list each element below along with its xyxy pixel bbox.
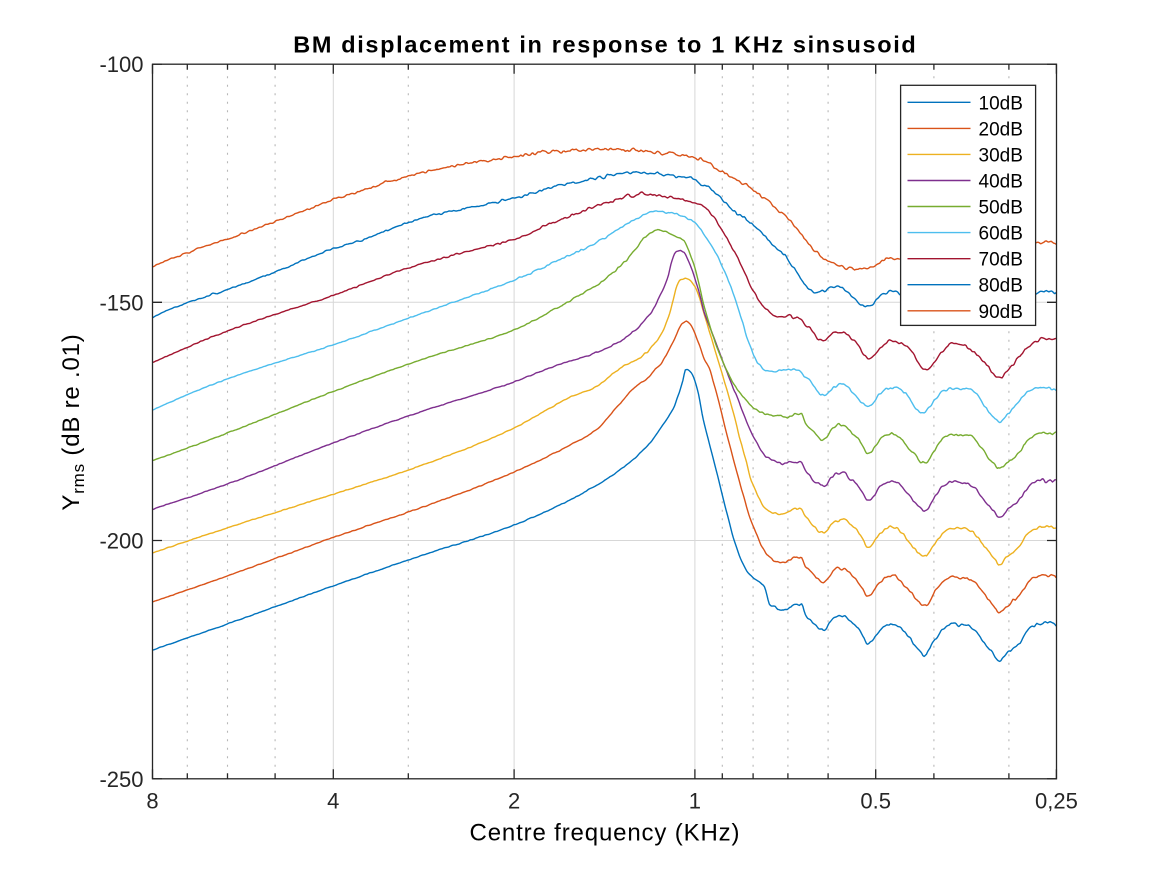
svg-text:BM displacement in response to: BM displacement in response to 1 KHz sin… [293, 32, 916, 58]
svg-text:30dB: 30dB [979, 145, 1023, 166]
svg-text:10dB: 10dB [979, 93, 1023, 114]
svg-text:Yrms (dB re .01): Yrms (dB re .01) [58, 333, 88, 510]
svg-text:50dB: 50dB [979, 198, 1023, 219]
svg-text:70dB: 70dB [979, 250, 1023, 271]
svg-text:80dB: 80dB [979, 276, 1023, 297]
svg-text:4: 4 [327, 789, 339, 814]
svg-text:-200: -200 [99, 529, 143, 554]
svg-text:0,25: 0,25 [1035, 789, 1078, 814]
svg-text:-250: -250 [99, 767, 143, 792]
svg-text:8: 8 [146, 789, 158, 814]
svg-text:Centre frequency (KHz): Centre frequency (KHz) [470, 819, 740, 846]
svg-text:1: 1 [689, 789, 701, 814]
svg-text:20dB: 20dB [979, 119, 1023, 140]
svg-text:90dB: 90dB [979, 302, 1023, 323]
svg-text:-150: -150 [99, 290, 143, 315]
svg-text:60dB: 60dB [979, 224, 1023, 245]
svg-text:40dB: 40dB [979, 172, 1023, 193]
svg-text:2: 2 [508, 789, 520, 814]
svg-text:-100: -100 [99, 52, 143, 77]
svg-text:0.5: 0.5 [860, 789, 891, 814]
